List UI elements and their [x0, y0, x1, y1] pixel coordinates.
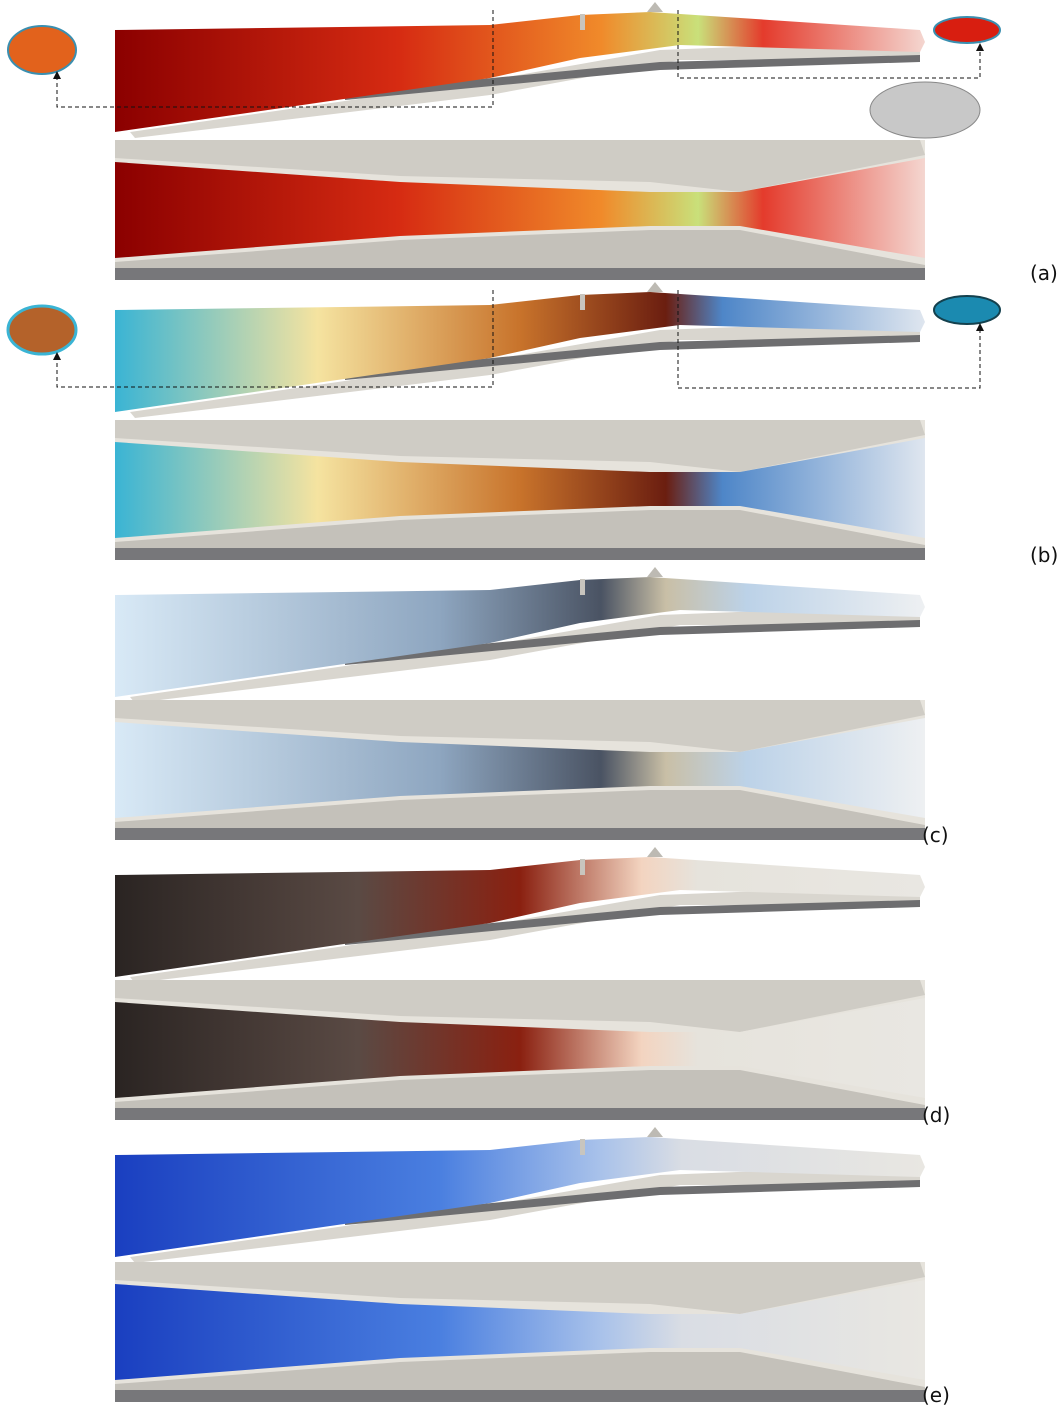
figure: (a) (b) (c) (d) (e) [0, 0, 1064, 1408]
panel-label: (e) [922, 1383, 950, 1407]
wall-edge [115, 828, 925, 840]
flow-field [115, 857, 925, 977]
inset-section [934, 296, 1000, 324]
wall-edge [115, 1108, 925, 1120]
strut [647, 847, 663, 857]
flow-field [115, 1137, 925, 1257]
inset-3d [870, 82, 980, 138]
injector [580, 859, 585, 875]
injector [580, 294, 585, 310]
injector [580, 1139, 585, 1155]
strut [647, 282, 663, 292]
panel-label: (c) [922, 823, 949, 847]
inset-section [8, 26, 76, 74]
panel-label: (a) [1030, 261, 1058, 285]
panels [115, 2, 925, 1402]
inset-section [8, 306, 76, 354]
wall-edge [115, 1390, 925, 1402]
wall-edge [115, 268, 925, 280]
injector [580, 14, 585, 30]
strut [647, 1127, 663, 1137]
strut [647, 2, 663, 12]
flow-field [115, 292, 925, 412]
injector [580, 579, 585, 595]
inset-section [934, 17, 1000, 43]
flow-field [115, 12, 925, 132]
flow-field [115, 577, 925, 697]
panel-label: (d) [922, 1103, 950, 1127]
panel-label: (b) [1030, 543, 1058, 567]
wall-edge [115, 548, 925, 560]
strut [647, 567, 663, 577]
